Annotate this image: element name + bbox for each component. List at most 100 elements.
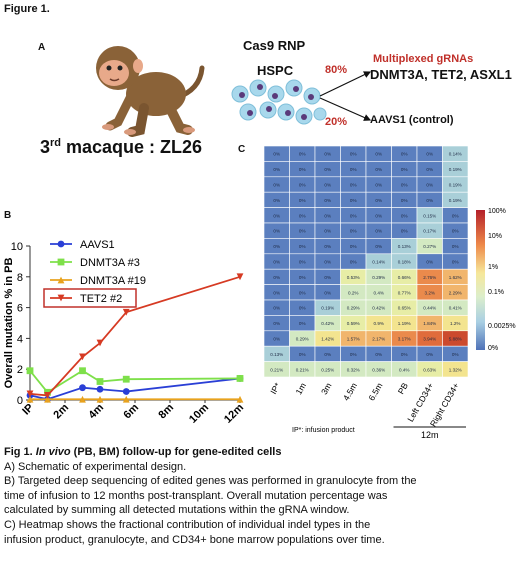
figure-caption: Fig 1. In vivo (PB, BM) follow-up for ge… <box>4 445 516 547</box>
cell-value: 0% <box>401 352 408 357</box>
cell-value: 0% <box>299 229 306 234</box>
cell-value: 0.29% <box>372 275 385 280</box>
cell-value: 0% <box>299 213 306 218</box>
cell-value: 0% <box>350 198 357 203</box>
cell-value: 0.21% <box>296 367 309 372</box>
legend-highlight-box <box>43 288 137 308</box>
cell-value: 0% <box>299 244 306 249</box>
color-scale-label: 0.0025% <box>488 323 516 330</box>
panel-b-letter: B <box>4 210 12 221</box>
data-point <box>122 375 130 383</box>
cell-value: 0% <box>324 152 331 157</box>
cell-value: 0% <box>299 321 306 326</box>
caption-line: calculated by summing all detected mutat… <box>4 504 350 517</box>
legend-marker <box>57 294 65 302</box>
data-point <box>122 395 130 403</box>
color-scale-label: 100% <box>488 208 506 215</box>
cell-value: 0% <box>324 290 331 295</box>
cell-value: 0% <box>273 244 280 249</box>
column-label: IP* <box>268 380 283 395</box>
cell-value: 0% <box>299 167 306 172</box>
cell-value: 0% <box>299 183 306 188</box>
hspc-cells <box>231 79 327 125</box>
data-point <box>44 395 51 403</box>
legend-label: DNMT3A #19 <box>80 275 146 287</box>
legend-marker <box>57 240 65 248</box>
data-point <box>236 395 244 403</box>
y-axis-label: Overall mutation % in PB <box>3 258 15 389</box>
data-point <box>44 391 51 399</box>
series-tet2-2 <box>26 273 244 399</box>
caption-line: A) Schematic of experimental design. <box>4 460 187 473</box>
cell-value: 0.29% <box>296 337 309 342</box>
cell-value: 0% <box>350 152 357 157</box>
color-scale-label: 0.1% <box>488 289 504 296</box>
data-point <box>79 353 86 361</box>
cell-value: 2.17% <box>372 337 385 342</box>
cell-value: 0% <box>324 275 331 280</box>
cell-value: 0% <box>273 290 280 295</box>
y-tick-label: 4 <box>17 333 23 345</box>
cell-value: 1.42% <box>321 337 334 342</box>
cell-value: 0% <box>299 275 306 280</box>
cell-value: 0% <box>350 213 357 218</box>
legend-entry: TET2 #2 <box>50 293 122 305</box>
legend-entry: AAVS1 <box>50 239 115 251</box>
cell-value: 0.65% <box>398 306 411 311</box>
macaque-icon <box>96 46 205 137</box>
cell-value: 0.59% <box>347 321 360 326</box>
data-point <box>26 367 34 375</box>
cell-value: 0% <box>350 183 357 188</box>
data-point <box>26 395 34 403</box>
cell-value: 0% <box>350 244 357 249</box>
control-percent: 20% <box>325 116 348 128</box>
macaque-label: 3rd macaque : ZL26 <box>40 137 203 157</box>
cell-value: 1.57% <box>347 337 360 342</box>
multiplex-label: Multiplexed gRNAs <box>373 53 474 65</box>
cell-value: 0% <box>299 260 306 265</box>
cell-value: 2.29% <box>449 290 462 295</box>
color-scale-label: 10% <box>488 233 502 240</box>
cell-value: 0.14% <box>449 152 462 157</box>
cell-value: 0% <box>350 260 357 265</box>
data-point <box>236 375 244 382</box>
cell-value: 0% <box>375 152 382 157</box>
cell-value: 0.14% <box>372 260 385 265</box>
cell-value: 0% <box>273 213 280 218</box>
y-tick-label: 8 <box>17 272 23 284</box>
cell-value: 0% <box>324 167 331 172</box>
hspc-label: HSPC <box>257 63 294 78</box>
cell-value: 3.17% <box>398 337 411 342</box>
column-label: 4.5m <box>341 381 359 402</box>
cell-value: 0% <box>375 183 382 188</box>
macaque-illustration <box>96 46 205 137</box>
cell-value: 0.17% <box>423 229 436 234</box>
cell-value: 0% <box>324 244 331 249</box>
cell-value: 0% <box>273 306 280 311</box>
edited-percent: 80% <box>325 64 348 76</box>
cell-value: 0.13% <box>398 244 411 249</box>
column-label: 1m <box>293 381 308 396</box>
cell-value: 3.2% <box>425 290 435 295</box>
cell-value: 1.84% <box>423 321 436 326</box>
data-point <box>96 378 104 385</box>
x-tick-label: 8m <box>156 401 176 421</box>
data-point <box>26 390 34 398</box>
data-point <box>96 395 104 403</box>
cell-value: 0% <box>299 306 306 311</box>
cell-value: 1.32% <box>449 367 462 372</box>
cell-value: 0% <box>273 229 280 234</box>
cell-value: 0.19% <box>449 183 462 188</box>
cell-value: 0.9% <box>374 321 384 326</box>
cell-value: 0% <box>350 352 357 357</box>
series-line <box>29 275 241 397</box>
legend-label: TET2 #2 <box>80 293 122 305</box>
cell-value: 0.29% <box>347 306 360 311</box>
y-tick-label: 2 <box>17 364 23 376</box>
cell-value: 0.63% <box>423 367 436 372</box>
cell-value: 1.2% <box>450 321 460 326</box>
x-tick-label: 12m <box>222 401 246 425</box>
panel-c-letter: C <box>238 144 246 155</box>
cell-value: 0.66% <box>398 275 411 280</box>
cell-value: 0% <box>426 183 433 188</box>
